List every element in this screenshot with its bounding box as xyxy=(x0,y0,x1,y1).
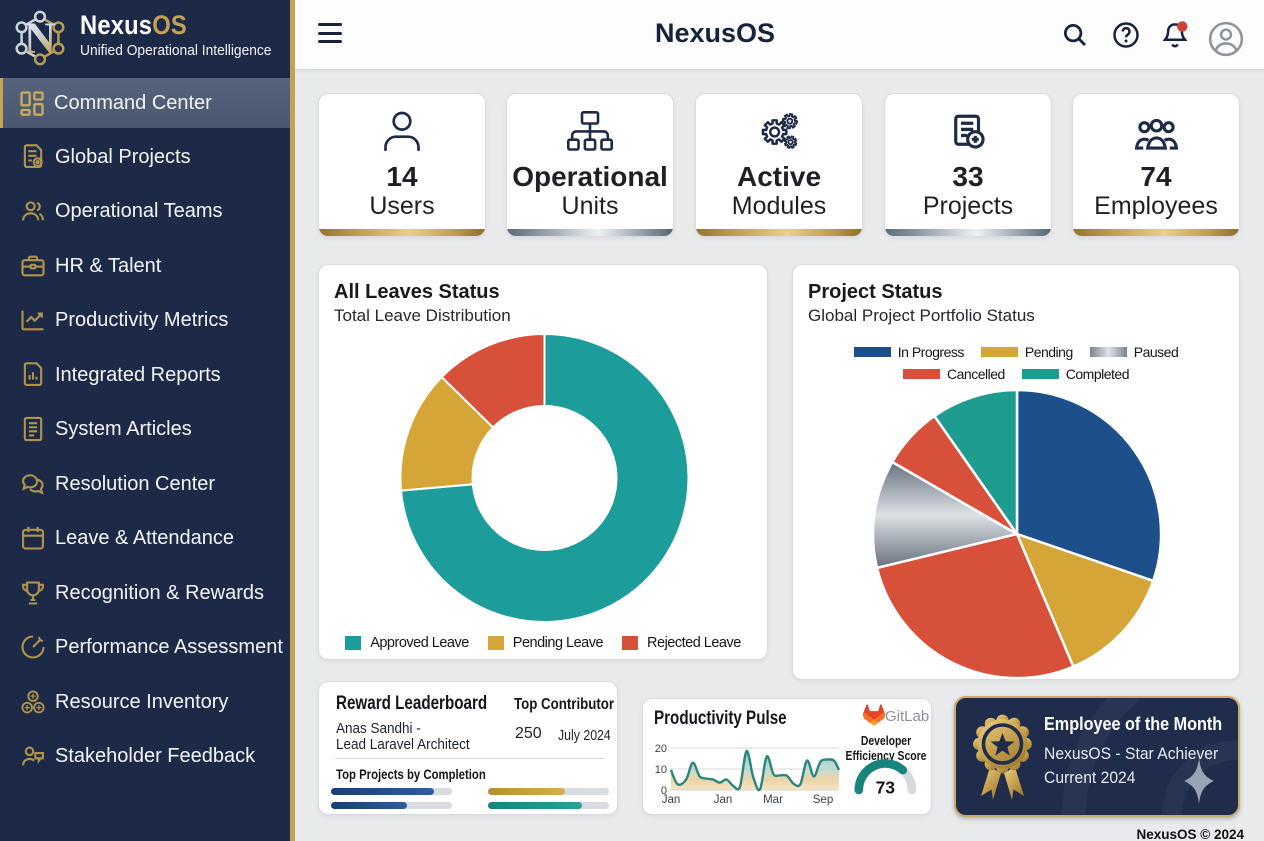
svg-text:0: 0 xyxy=(661,785,667,797)
svg-text:N: N xyxy=(24,13,56,63)
svg-text:20: 20 xyxy=(655,743,667,755)
svg-text:Jan: Jan xyxy=(662,794,681,806)
svg-text:10: 10 xyxy=(655,764,667,776)
svg-text:73: 73 xyxy=(876,778,896,798)
svg-text:Mar: Mar xyxy=(763,794,783,806)
svg-text:Jan: Jan xyxy=(714,794,733,806)
svg-text:Sep: Sep xyxy=(813,794,833,806)
